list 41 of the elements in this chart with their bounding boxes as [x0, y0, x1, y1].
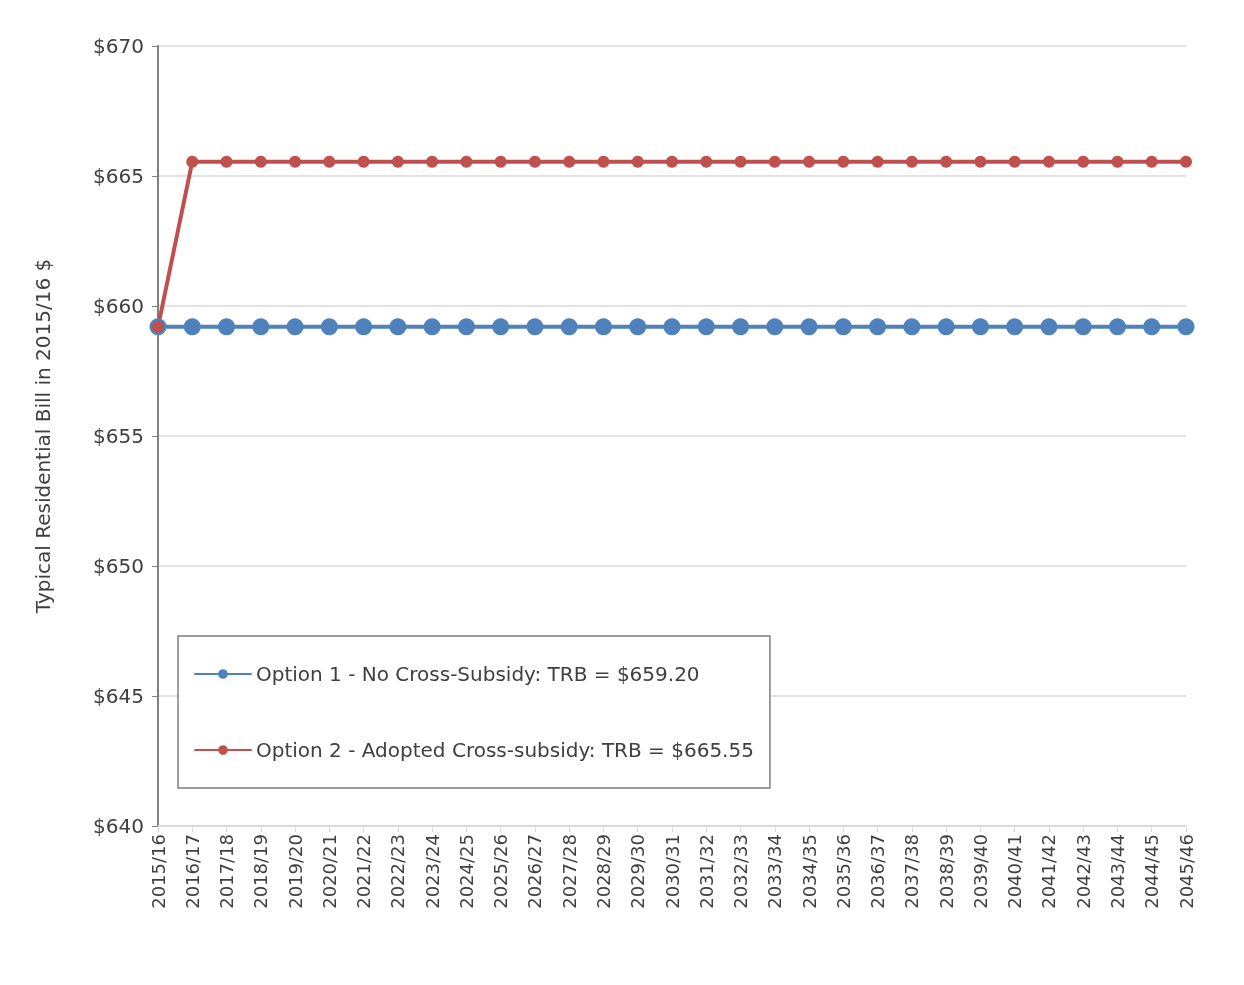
x-tick-label: 2025/26 — [490, 834, 512, 909]
x-tick-label: 2019/20 — [284, 834, 306, 909]
x-tick-label: 2028/29 — [592, 834, 614, 909]
x-tick-label: 2027/28 — [558, 834, 580, 909]
x-tick-label: 2015/16 — [147, 834, 169, 909]
y-tick-label: $665 — [93, 164, 144, 188]
x-tick-label: 2035/36 — [832, 834, 854, 909]
x-tick-label: 2029/30 — [627, 834, 649, 909]
x-tick-label: 2026/27 — [524, 834, 546, 909]
y-tick-label: $645 — [93, 684, 144, 708]
x-tick-label: 2041/42 — [1038, 834, 1060, 909]
x-tick-label: 2030/31 — [661, 834, 683, 909]
legend-label: Option 2 - Adopted Cross-subsidy: TRB = $665.55 — [256, 738, 754, 762]
x-tick-label: 2033/34 — [764, 834, 786, 909]
y-tick-label: $660 — [93, 294, 144, 318]
x-tick-label: 2039/40 — [969, 834, 991, 909]
x-tick-label: 2031/32 — [695, 834, 717, 909]
y-tick-label: $655 — [93, 424, 144, 448]
x-tick-label: 2023/24 — [421, 834, 443, 909]
y-tick-label: $670 — [93, 34, 144, 58]
x-tick-label: 2020/21 — [318, 834, 340, 909]
x-tick-label: 2022/23 — [387, 834, 409, 909]
x-tick-label: 2021/22 — [353, 834, 375, 909]
x-tick-label: 2016/17 — [181, 834, 203, 909]
y-axis-title: Typical Residential Bill in 2015/16 $ — [31, 258, 55, 615]
x-tick-label: 2038/39 — [935, 834, 957, 909]
x-tick-label: 2036/37 — [867, 834, 889, 909]
x-tick-label: 2017/18 — [216, 834, 238, 909]
x-tick-label: 2037/38 — [901, 834, 923, 909]
x-tick-label: 2034/35 — [798, 834, 820, 909]
x-tick-label: 2032/33 — [730, 834, 752, 909]
legend-label: Option 1 - No Cross-Subsidy: TRB = $659.20 — [256, 662, 700, 686]
x-tick-label: 2044/45 — [1141, 834, 1163, 909]
x-tick-label: 2040/41 — [1004, 834, 1026, 909]
x-tick-label: 2043/44 — [1106, 834, 1128, 909]
x-tick-label: 2045/46 — [1175, 834, 1197, 909]
y-tick-label: $650 — [93, 554, 144, 578]
x-tick-label: 2018/19 — [250, 834, 272, 909]
x-tick-label: 2024/25 — [455, 834, 477, 909]
x-tick-label: 2042/43 — [1072, 834, 1094, 909]
y-tick-label: $640 — [93, 814, 144, 838]
